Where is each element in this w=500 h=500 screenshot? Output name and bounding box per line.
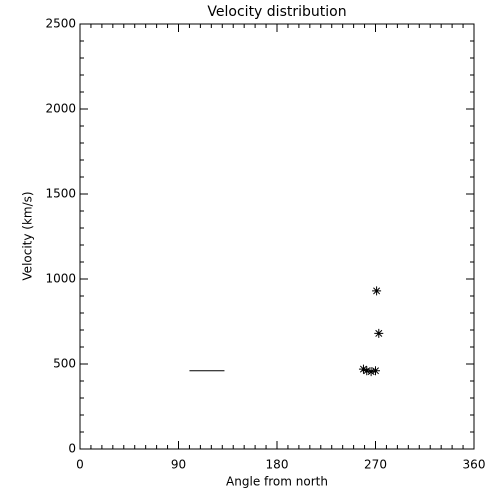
x-tick-label: 0: [76, 458, 84, 472]
chart-title: Velocity distribution: [207, 4, 346, 20]
x-tick-label: 180: [266, 458, 289, 472]
x-axis-label: Angle from north: [226, 475, 328, 489]
x-tick-label: 90: [171, 458, 186, 472]
x-tick-label: 360: [463, 458, 486, 472]
plot-frame: [79, 23, 475, 450]
y-tick-label: 1000: [45, 272, 76, 286]
asterisk-point: [362, 366, 372, 376]
asterisk-point: [372, 286, 382, 296]
asterisk-point: [374, 328, 384, 338]
y-tick-label: 1500: [45, 187, 76, 201]
y-tick-label: 2500: [45, 17, 76, 31]
y-axis-label: Velocity (km/s): [21, 191, 35, 280]
asterisk-point: [366, 367, 376, 377]
y-tick-label: 500: [53, 357, 76, 371]
x-tick-label: 270: [364, 458, 387, 472]
asterisk-point: [371, 366, 380, 376]
y-tick-label: 2000: [45, 102, 76, 116]
asterisk-point: [358, 364, 368, 374]
y-tick-label: 0: [68, 442, 76, 456]
